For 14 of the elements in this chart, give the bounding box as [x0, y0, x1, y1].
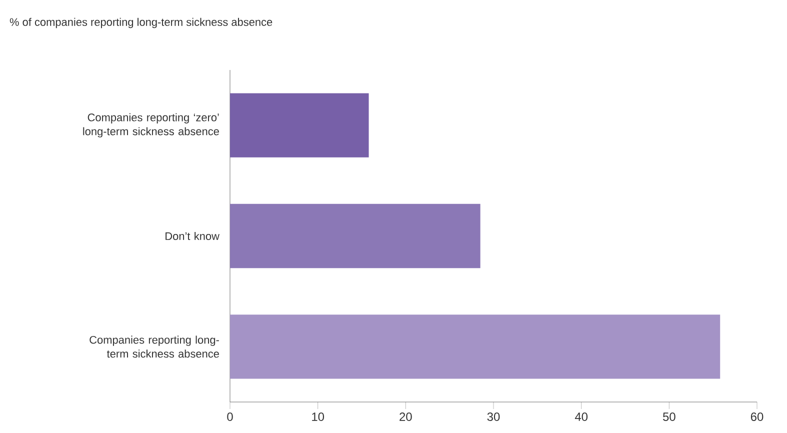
bar	[230, 204, 480, 268]
x-tick-label: 40	[574, 412, 588, 421]
x-tick-label: 0	[227, 412, 233, 421]
y-tick-label: Don’t know	[166, 232, 220, 240]
text: % of companies reporting long-term sickness absence	[10, 18, 272, 28]
x-tick-label: 10	[312, 412, 324, 421]
y-tick-label: Companies reporting long-term sickness absence	[90, 336, 219, 358]
bar	[230, 93, 369, 158]
x-tick-label: 60	[750, 412, 764, 421]
bar	[230, 314, 720, 379]
x-tick-label: 30	[487, 412, 500, 421]
x-tick-label: 20	[400, 412, 412, 421]
x-tick-label: 50	[663, 412, 676, 421]
y-tick-label: Companies reporting ‘zero’ long-term sickness absence	[83, 113, 219, 138]
